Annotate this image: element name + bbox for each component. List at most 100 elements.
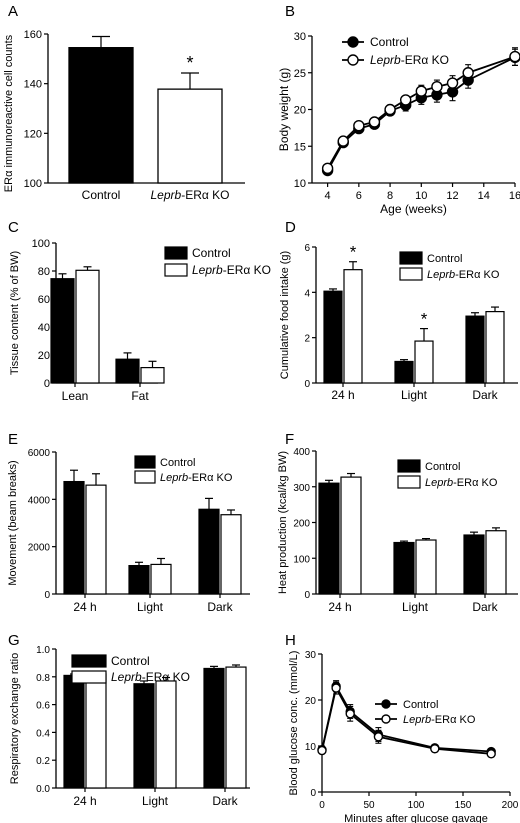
bar <box>463 534 485 595</box>
legend-label: Leprb-ERα KO <box>160 472 233 484</box>
x-tick-label: 12 <box>446 190 458 202</box>
legend-marker <box>347 54 359 66</box>
bar <box>63 674 85 789</box>
y-tick-label: 300 <box>293 483 310 494</box>
legend-marker <box>381 714 391 724</box>
y-tick-label: 4000 <box>28 495 51 506</box>
panel-letter: D <box>285 219 296 236</box>
x-tick-label: 0 <box>319 800 325 811</box>
data-point <box>415 85 428 97</box>
x-tick-label: 200 <box>502 800 519 811</box>
legend-swatch <box>134 470 156 484</box>
legend-swatch <box>397 459 421 473</box>
legend-label: Leprb-ERα KO <box>425 477 498 489</box>
y-tick-label: 0.6 <box>36 701 50 712</box>
legend-label: Leprb-ERα KO <box>192 263 271 277</box>
x-category-label: Leprb-ERα KO <box>151 188 230 202</box>
x-category-label: Dark <box>207 600 233 614</box>
y-tick-label: 20 <box>305 696 317 707</box>
x-category-label: Light <box>137 600 164 614</box>
bar <box>203 667 225 789</box>
y-tick-label: 2 <box>304 334 310 345</box>
y-tick-label: 1.0 <box>36 645 50 656</box>
bar <box>115 358 140 384</box>
y-axis-label: Tissue content (% of BW) <box>9 251 21 375</box>
x-category-label: Light <box>402 600 429 614</box>
y-tick-label: 200 <box>293 519 310 530</box>
bar <box>343 269 363 384</box>
panel-letter: A <box>8 3 18 20</box>
legend-swatch <box>399 251 423 265</box>
y-tick-label: 2000 <box>28 543 51 554</box>
bar <box>85 484 107 595</box>
significance-star: * <box>186 53 193 73</box>
legend-marker <box>381 699 391 709</box>
legend-label: Control <box>427 253 462 265</box>
legend-swatch <box>399 267 423 281</box>
bar <box>393 541 415 595</box>
y-tick-label: 100 <box>32 238 50 250</box>
y-tick-label: 100 <box>24 178 42 190</box>
bar <box>157 88 223 184</box>
y-tick-label: 10 <box>294 178 306 190</box>
bar <box>75 269 100 384</box>
x-tick-label: 14 <box>478 190 490 202</box>
legend-label: Control <box>192 246 231 260</box>
legend-swatch <box>397 475 421 489</box>
x-tick-label: 8 <box>387 190 393 202</box>
data-point <box>317 745 327 756</box>
bar <box>85 673 107 789</box>
data-point <box>430 744 440 754</box>
y-tick-label: 15 <box>294 141 306 153</box>
bar <box>414 340 434 384</box>
x-category-label: 24 h <box>73 794 96 808</box>
bar <box>155 680 177 789</box>
x-category-label: 24 h <box>331 388 354 402</box>
legend-swatch <box>164 246 188 260</box>
bar <box>225 666 247 789</box>
x-category-label: Light <box>142 794 169 808</box>
legend-swatch <box>71 654 107 668</box>
data-point <box>384 103 396 116</box>
bar <box>220 514 242 595</box>
panel-letter: H <box>285 632 296 649</box>
significance-star: * <box>421 310 428 329</box>
data-point <box>462 67 474 79</box>
x-tick-label: 6 <box>356 190 362 202</box>
data-point <box>373 732 384 742</box>
y-axis-label: Blood glucose conc. (mmol/L) <box>288 651 300 796</box>
legend-label: Control <box>111 654 150 668</box>
x-category-label: 24 h <box>328 600 351 614</box>
y-tick-label: 80 <box>38 266 50 278</box>
y-tick-label: 100 <box>293 554 310 565</box>
data-point <box>353 119 365 132</box>
y-tick-label: 0 <box>44 378 50 390</box>
y-tick-label: 120 <box>24 128 42 140</box>
legend-label: Control <box>403 699 438 711</box>
y-axis-label: Heat production (kcal/kg BW) <box>277 451 289 594</box>
legend-label: Control <box>160 457 195 469</box>
data-point <box>446 77 459 89</box>
data-point <box>431 81 443 93</box>
bar <box>485 530 507 595</box>
legend-label: Leprb-ERα KO <box>403 714 476 726</box>
y-tick-label: 0 <box>304 590 310 601</box>
x-category-label: Dark <box>472 600 498 614</box>
series-line <box>326 56 516 171</box>
legend-label: Leprb-ERα KO <box>111 670 190 684</box>
y-tick-label: 0.2 <box>36 756 50 767</box>
y-tick-label: 40 <box>38 322 50 334</box>
x-category-label: Light <box>401 388 428 402</box>
x-category-label: Lean <box>62 389 89 403</box>
legend-label: Control <box>425 461 460 473</box>
x-axis-label: Minutes after glucose gavage <box>344 813 488 823</box>
y-axis-label: Body weight (g) <box>277 68 291 151</box>
y-tick-label: 0.0 <box>36 784 50 795</box>
y-axis-label: Cumulative food intake (g) <box>279 251 291 379</box>
bar <box>150 563 172 595</box>
y-tick-label: 140 <box>24 79 42 91</box>
y-tick-label: 0 <box>310 788 316 799</box>
panel-letter: C <box>8 219 19 236</box>
data-point <box>321 162 334 175</box>
bar <box>323 290 343 384</box>
